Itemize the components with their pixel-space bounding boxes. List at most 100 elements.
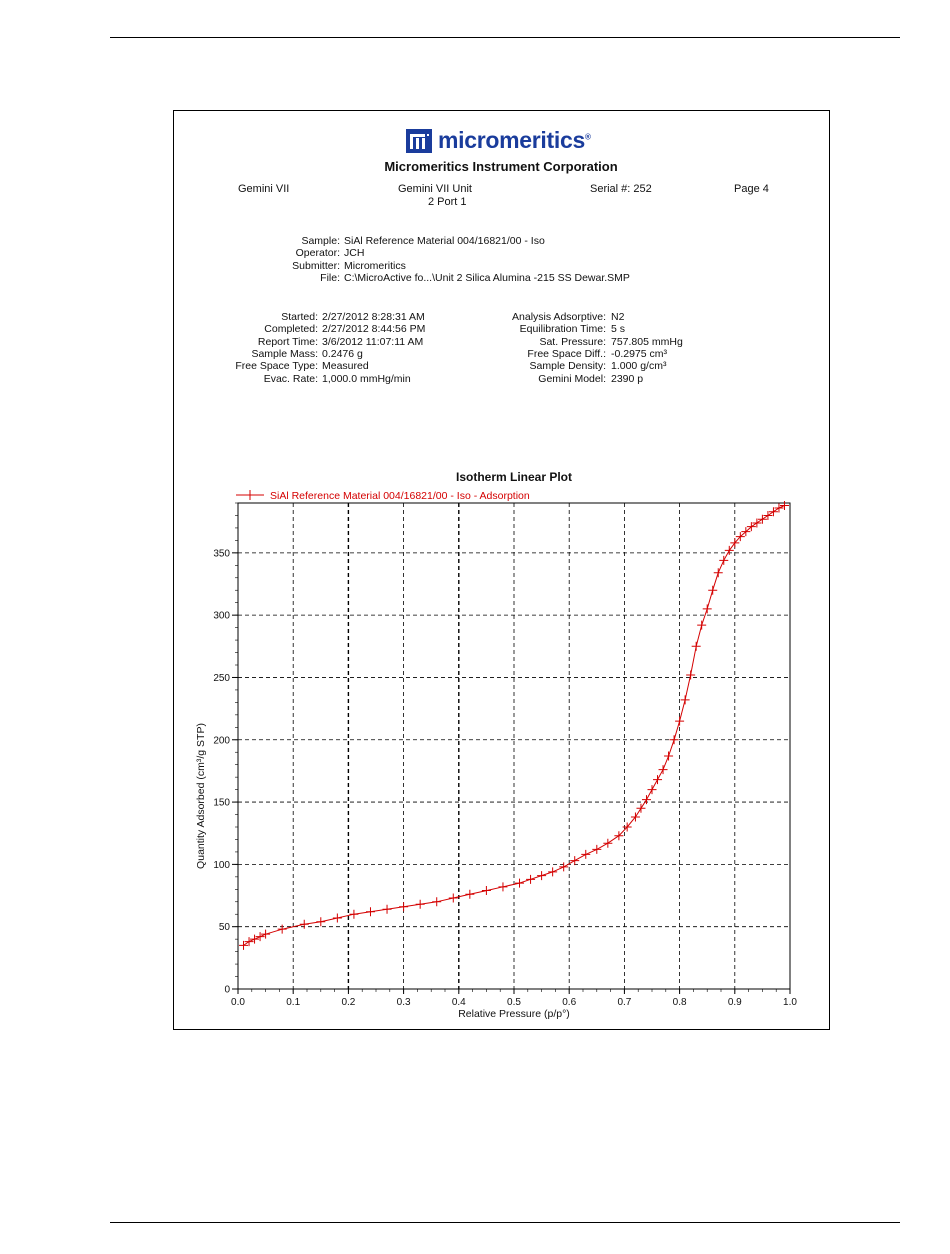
company-logo: micromeritics® [406,127,591,154]
sample-info-value: SiAl Reference Material 004/16821/00 - I… [344,235,545,247]
data-point-marker [636,803,646,813]
x-tick-label: 0.7 [617,997,631,1008]
data-point-marker [735,532,745,542]
run-info-value: 0.2476 g [322,347,363,360]
x-tick-label: 0.0 [231,997,245,1008]
data-point-marker [261,929,271,939]
data-point-marker [719,555,729,565]
y-tick-label: 150 [213,798,230,809]
run-info-value: 757.805 mmHg [611,335,683,348]
y-tick-label: 50 [219,922,231,933]
isotherm-chart: Isotherm Linear Plot SiAl Reference Mater… [195,470,797,1020]
data-point-marker [250,934,260,944]
data-point-marker [537,871,547,881]
report-frame: micromeritics® Micromeritics Instrument … [173,110,830,1030]
run-info-value: 2390 p [611,372,644,385]
data-point-marker [675,716,685,726]
serial-number: Serial #: 252 [590,183,652,195]
data-point-marker [399,902,409,912]
sample-info-value: JCH [344,247,365,260]
data-point-marker [724,545,734,555]
sample-info-label: Submitter: [292,259,340,272]
bottom-rule [110,1222,900,1223]
y-axis-label: Quantity Adsorbed (cm³/g STP) [195,723,207,869]
data-point-marker [622,822,632,832]
data-point-marker [774,503,784,513]
data-point-marker [614,831,624,841]
data-point-marker [382,904,392,914]
data-point-marker [255,932,265,942]
run-info-label: Started: [281,311,318,323]
data-point-marker [498,882,508,892]
page-number: Page 4 [734,183,769,195]
data-point-marker [415,899,425,909]
y-tick-label: 100 [213,860,230,871]
x-tick-label: 0.6 [562,997,576,1008]
data-point-marker [686,670,696,680]
run-info-value: 2/27/2012 8:44:56 PM [322,323,426,336]
run-info-label: Free Space Type: [235,360,318,373]
run-info-label: Analysis Adsorptive: [512,311,606,323]
data-point-marker [277,924,287,934]
data-point-marker [658,765,668,775]
run-info-value: 1,000.0 mmHg/min [322,372,411,385]
x-tick-label: 0.1 [286,997,300,1008]
x-axis-label: Relative Pressure (p/p°) [458,1008,570,1020]
data-point-marker [697,620,707,630]
run-info-label: Completed: [264,323,318,336]
data-point-marker [526,874,536,884]
data-point-marker [349,909,359,919]
data-point-marker [702,604,712,614]
data-point-marker [581,849,591,859]
data-point-marker [730,538,740,548]
chart-title: Isotherm Linear Plot [456,470,572,484]
data-point-marker [448,893,458,903]
data-point-marker [465,889,475,899]
y-tick-label: 0 [224,985,230,996]
data-point-marker [244,937,254,947]
data-point-marker [669,735,679,745]
run-info-value: 1.000 g/cm³ [611,360,667,373]
x-tick-label: 1.0 [783,997,797,1008]
data-point-marker [481,886,491,896]
run-info-value: 5 s [611,323,626,336]
y-tick-label: 300 [213,611,230,622]
x-tick-label: 0.9 [728,997,742,1008]
data-point-marker [653,775,663,785]
logo-wordmark: micromeritics [438,127,585,153]
run-info-label: Free Space Diff.: [527,347,606,360]
x-tick-label: 0.4 [452,997,466,1008]
sample-info-value: C:\MicroActive fo...\Unit 2 Silica Alumi… [344,271,630,284]
data-point-marker [239,940,249,950]
run-info-label: Report Time: [257,335,318,348]
data-point-marker [763,510,773,520]
run-info-value: 2/27/2012 8:28:31 AM [322,311,425,323]
data-point-marker [365,907,375,917]
data-point-marker [630,812,640,822]
sample-info-value: Micromeritics [344,259,406,272]
data-point-marker [592,844,602,854]
x-tick-label: 0.2 [341,997,355,1008]
instrument-name: Gemini VII [238,183,290,195]
unit-line-2: 2 Port 1 [428,196,467,208]
data-point-marker [570,856,580,866]
data-point-marker [647,785,657,795]
x-tick-label: 0.5 [507,997,521,1008]
y-tick-label: 350 [213,548,230,559]
data-point-marker [746,522,756,532]
sample-info-label: File: [320,271,340,284]
data-point-marker [603,838,613,848]
y-tick-label: 250 [213,673,230,684]
data-point-marker [548,867,558,877]
y-tick-label: 200 [213,735,230,746]
run-info-label: Evac. Rate: [263,372,318,385]
run-info-value: N2 [611,311,625,323]
top-rule [110,37,900,38]
sample-info-label: Sample: [301,235,340,247]
data-point-marker [332,913,342,923]
data-point-marker [559,862,569,872]
x-tick-label: 0.8 [673,997,687,1008]
run-info-label: Sat. Pressure: [539,335,606,348]
x-tick-label: 0.3 [397,997,411,1008]
data-point-marker [757,514,767,524]
